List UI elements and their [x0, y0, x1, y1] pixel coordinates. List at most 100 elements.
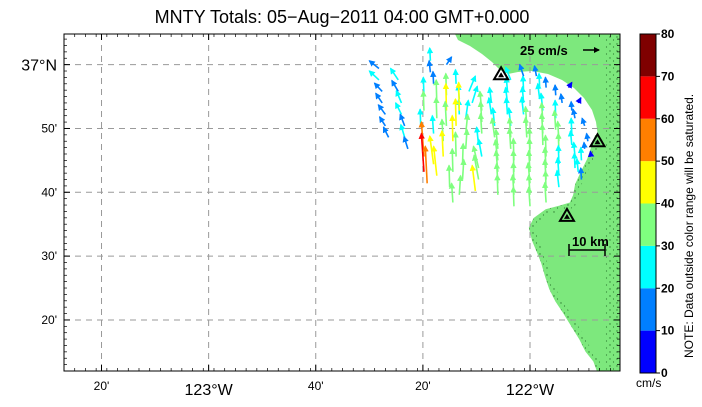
current-vector: [542, 76, 549, 88]
current-vector: [584, 132, 591, 142]
radar-site-marker: [588, 132, 607, 148]
current-vector: [422, 145, 429, 184]
x-tick-label: 40': [308, 379, 324, 393]
current-vector: [541, 181, 549, 203]
current-vector: [571, 108, 578, 119]
colorbar-ticks: 80 70 60 50 40 30 20 10 0: [656, 27, 675, 380]
current-vector: [532, 64, 539, 77]
current-vector: [433, 96, 440, 119]
colorbar-unit: cm/s: [636, 376, 661, 390]
current-vector: [377, 103, 387, 115]
colorbar-tick-label: 30: [661, 239, 675, 253]
land-speckle-east: [604, 34, 620, 371]
current-vector: [526, 137, 533, 161]
colorbar-tick-label: 70: [661, 69, 675, 83]
current-vector: [439, 129, 446, 157]
current-vector: [418, 132, 425, 172]
current-vector: [539, 123, 546, 146]
current-vector: [402, 135, 409, 150]
current-vector: [571, 152, 578, 169]
scale-bar: 10 km: [568, 234, 609, 256]
current-vector: [568, 100, 575, 111]
colorbar-block: [640, 161, 656, 204]
current-vector: [566, 81, 573, 89]
radar-sites: [492, 65, 607, 222]
current-vector: [536, 72, 543, 88]
current-vector: [394, 101, 403, 115]
radar-site-marker: [558, 206, 576, 222]
current-vector: [518, 63, 525, 77]
current-vector: [455, 81, 462, 111]
colorbar-note: NOTE: Data outside color range will be s…: [682, 94, 696, 358]
land-mass: [455, 34, 620, 371]
current-vector: [577, 166, 585, 180]
map-title: MNTY Totals: 05−Aug−2011 04:00 GMT+0.000: [155, 7, 530, 27]
current-vector: [504, 66, 512, 81]
current-vector: [476, 138, 483, 157]
current-vector: [469, 164, 477, 192]
map-panel: 25 cm/s 10 km: [63, 33, 621, 372]
map-frame: [63, 33, 621, 372]
colorbar-blocks: [640, 34, 656, 373]
current-vector: [587, 150, 595, 158]
current-vector: [368, 60, 380, 70]
colorbar-block: [640, 288, 656, 331]
y-tick-label: 40': [41, 185, 57, 199]
frame-ticks: [63, 34, 620, 372]
colorbar-tick-label: 40: [661, 197, 675, 211]
current-vector: [431, 145, 438, 176]
current-vector: [373, 82, 383, 92]
current-vector: [426, 46, 434, 61]
current-vector: [445, 164, 453, 188]
current-vector: [449, 114, 456, 142]
scale-bar-label: 10 km: [572, 234, 609, 249]
current-vector: [471, 154, 480, 180]
colorbar-tick-label: 60: [661, 112, 675, 126]
colorbar-tick-label: 0: [661, 366, 668, 380]
current-vector: [420, 90, 427, 111]
colorbar-block: [640, 76, 656, 119]
current-vector: [522, 116, 530, 138]
current-vector: [552, 83, 559, 96]
current-vector: [554, 169, 561, 188]
current-vector: [429, 114, 436, 134]
current-vector: [510, 186, 517, 207]
colorbar: 80 70 60 50 40 30 20 10 0 NOTE: Data outside col…: [636, 27, 696, 390]
current-vector: [452, 97, 459, 126]
current-vector: [442, 100, 449, 126]
current-vector: [368, 70, 380, 81]
current-vector: [468, 75, 477, 92]
colorbar-block: [640, 203, 656, 246]
current-vector: [452, 68, 459, 84]
radar-site-marker: [492, 65, 510, 81]
current-vector: [430, 70, 437, 84]
colorbar-tick-label: 50: [661, 154, 675, 168]
current-vector: [525, 186, 533, 207]
current-vector: [426, 59, 433, 73]
colorbar-tick-label: 10: [661, 324, 675, 338]
colorbar-block: [640, 118, 656, 162]
y-tick-label: 20': [41, 313, 57, 327]
x-axis-labels: 20' 123°W 40' 20' 122°W: [94, 379, 555, 399]
current-vector: [580, 117, 587, 127]
colorbar-block: [640, 330, 656, 373]
current-vector: [494, 173, 501, 195]
current-vector: [575, 96, 582, 105]
y-tick-label: 50': [41, 121, 57, 135]
x-tick-label: 122°W: [506, 382, 555, 399]
current-vector: [395, 89, 403, 104]
coastal-edge-speckle: [528, 135, 603, 371]
current-vector: [378, 116, 387, 127]
colorbar-tick-label: 80: [661, 27, 675, 41]
reference-vector: 25 cm/s: [520, 43, 600, 58]
current-vector: [391, 79, 399, 92]
current-vector: [448, 182, 456, 203]
x-tick-label: 20': [94, 379, 110, 393]
colorbar-block: [640, 34, 656, 77]
current-vector: [389, 67, 399, 81]
colorbar-tick-label: 20: [661, 281, 675, 295]
current-vector: [506, 127, 513, 149]
current-vector: [577, 146, 585, 161]
current-vector: [452, 131, 459, 157]
